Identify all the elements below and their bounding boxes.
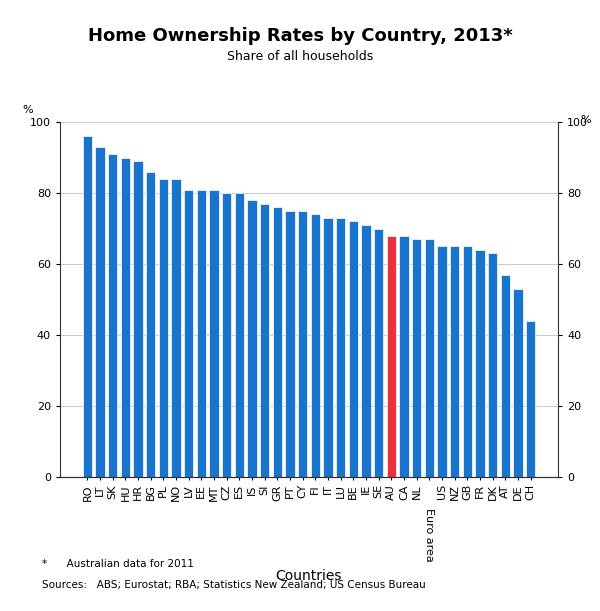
Bar [386,236,396,477]
Bar [412,239,421,477]
Bar [184,189,193,477]
Bar [146,172,155,477]
Bar [108,154,118,477]
Bar [374,229,383,477]
Bar [425,239,434,477]
Bar [171,179,181,477]
Bar [399,236,409,477]
Bar [158,179,168,477]
Bar [311,214,320,477]
Bar [450,246,460,477]
Bar [95,147,105,477]
Bar [500,274,510,477]
Bar [247,200,257,477]
Bar [197,189,206,477]
Bar [285,211,295,477]
Bar [475,250,485,477]
Text: Sources:   ABS; Eurostat; RBA; Statistics New Zealand; US Census Bureau: Sources: ABS; Eurostat; RBA; Statistics … [42,580,426,590]
Text: *      Australian data for 2011: * Australian data for 2011 [42,559,194,569]
Bar [336,218,346,477]
Bar [222,193,232,477]
Bar [272,207,282,477]
Text: Euro area: Euro area [424,508,434,562]
Y-axis label: %: % [580,115,591,125]
Bar [209,189,219,477]
Bar [298,211,307,477]
Bar [361,225,371,477]
Bar [526,321,535,477]
Bar [235,193,244,477]
Bar [437,246,447,477]
Y-axis label: %: % [22,105,33,115]
Bar [83,136,92,477]
Bar [323,218,333,477]
Bar [260,203,269,477]
Text: Home Ownership Rates by Country, 2013*: Home Ownership Rates by Country, 2013* [88,27,512,45]
Text: Countries: Countries [276,569,342,583]
Bar [488,254,497,477]
Bar [463,246,472,477]
Text: Share of all households: Share of all households [227,50,373,63]
Bar [121,158,130,477]
Bar [133,161,143,477]
Bar [513,289,523,477]
Bar [349,221,358,477]
